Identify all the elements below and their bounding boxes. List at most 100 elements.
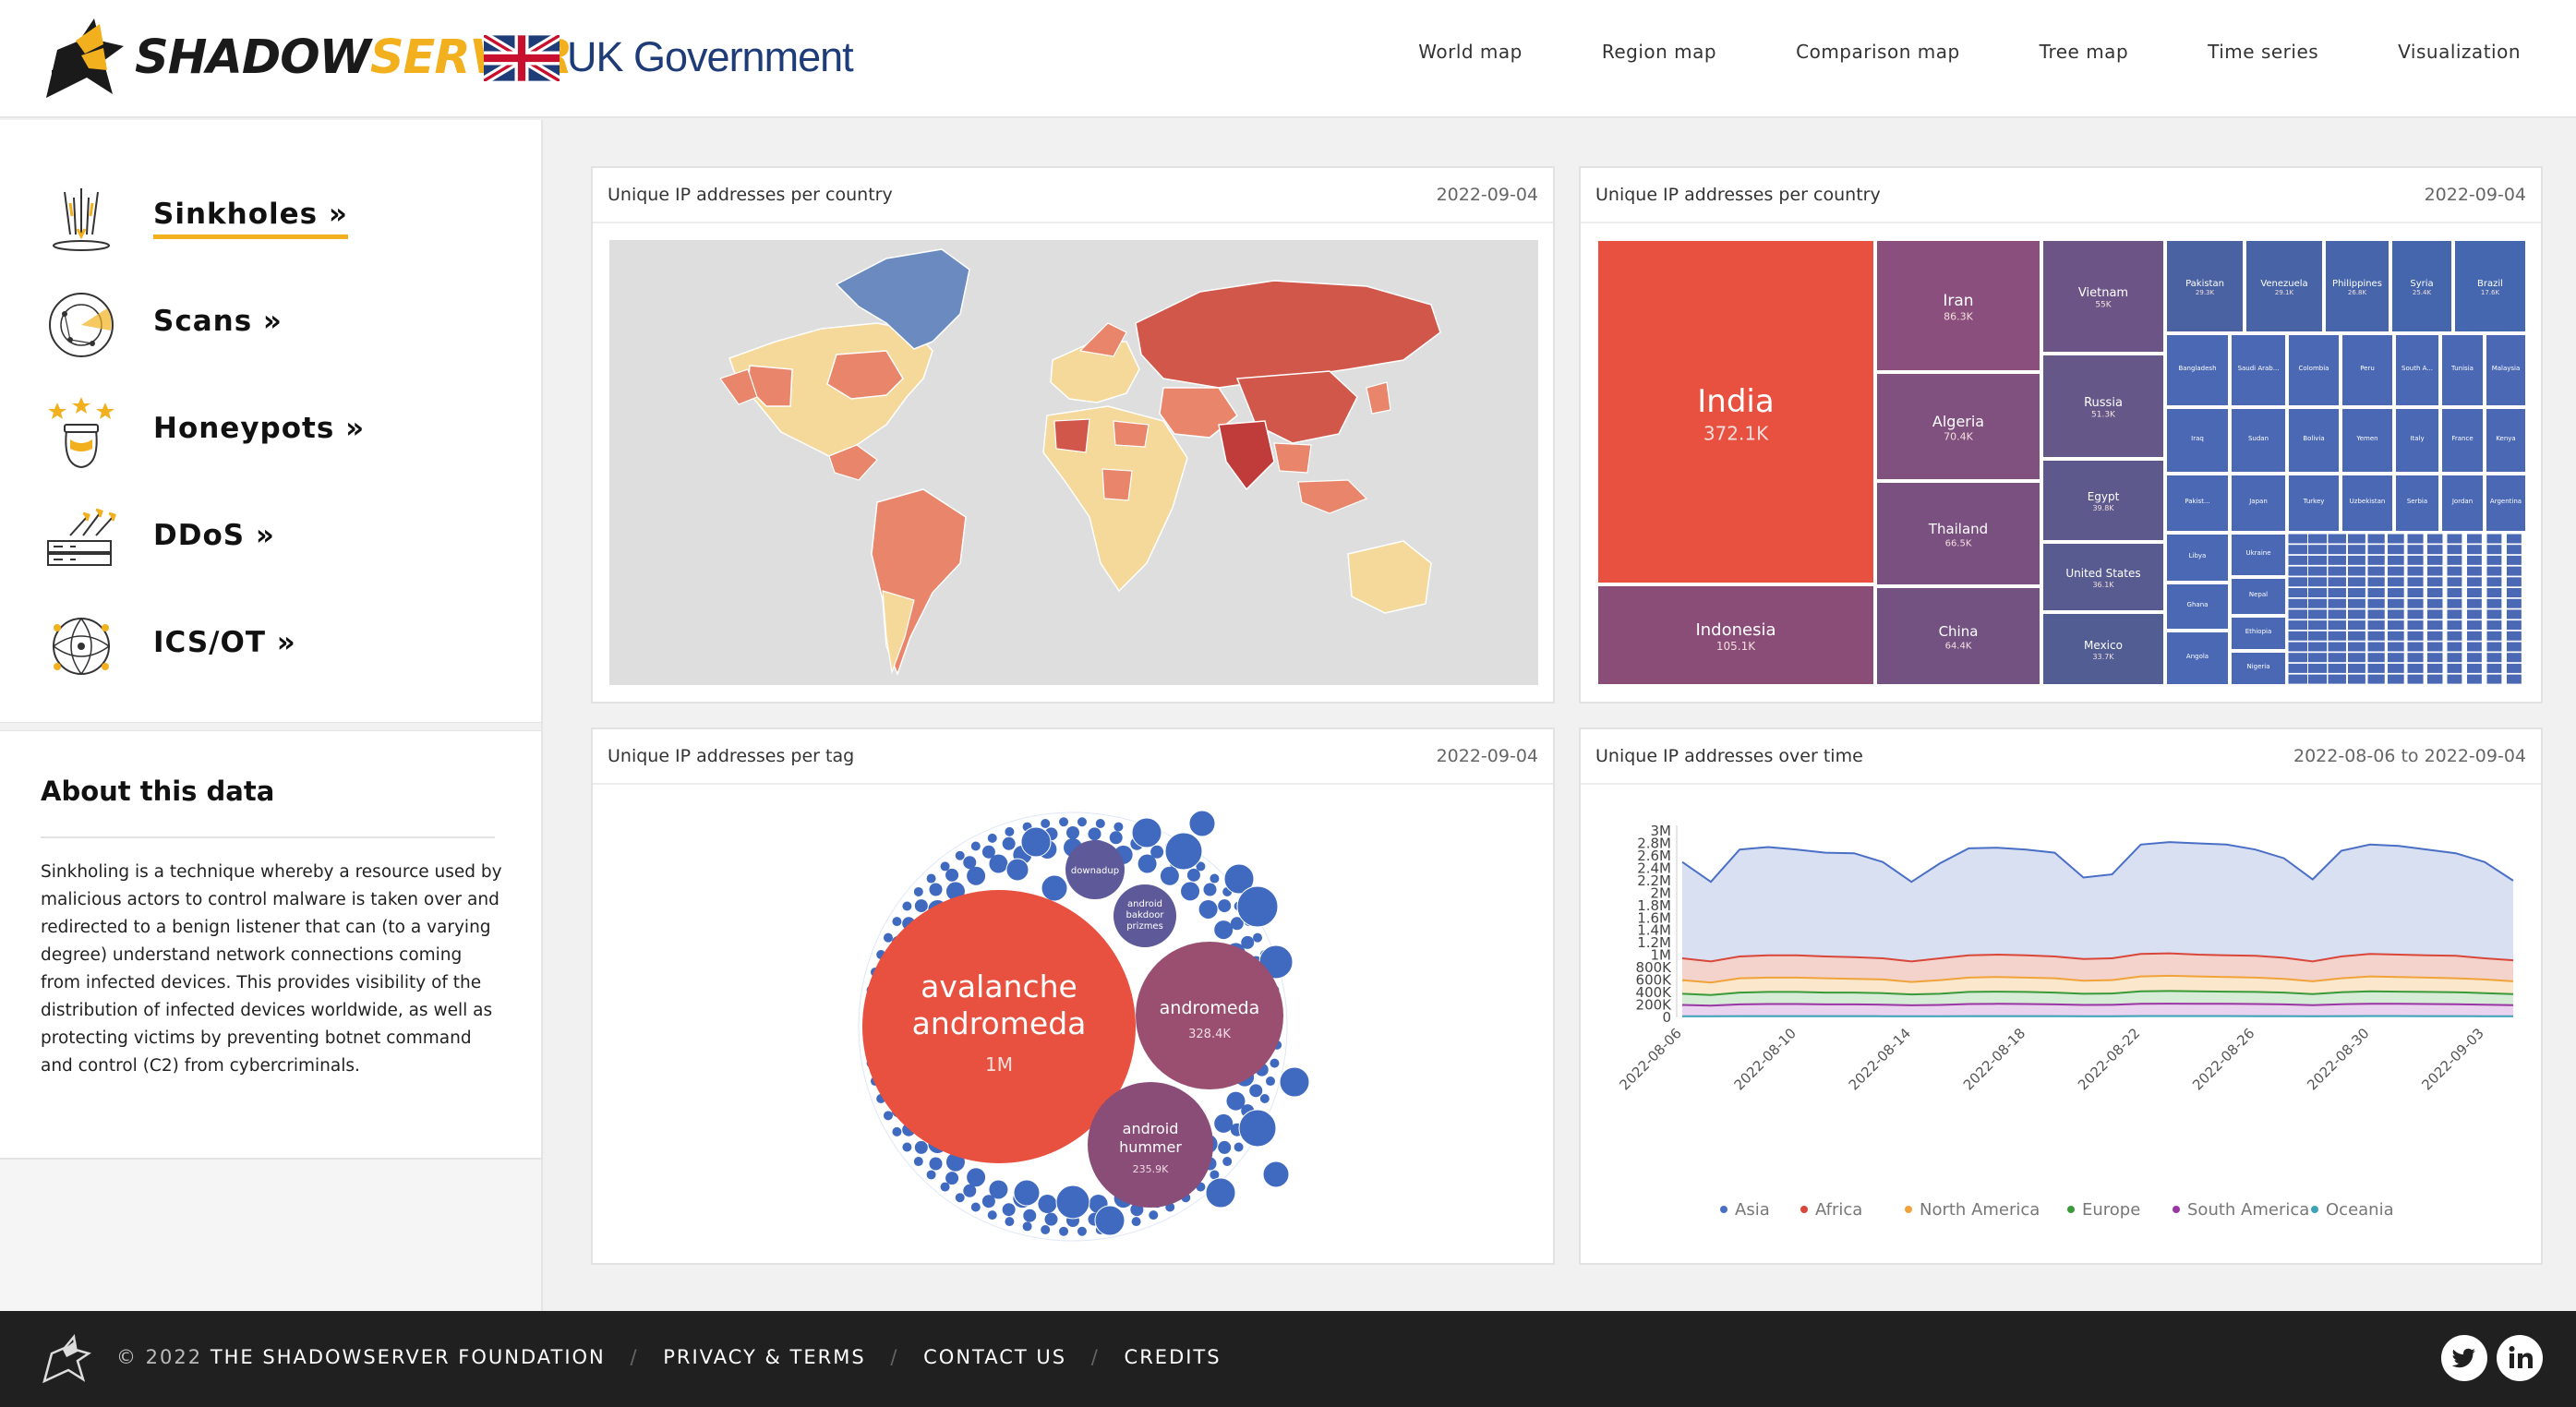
treemap-cell[interactable] <box>2287 641 2309 653</box>
treemap-cell[interactable] <box>2394 407 2440 474</box>
treemap-cell[interactable] <box>2486 565 2503 577</box>
bubble-android-hummer[interactable] <box>1088 1082 1213 1208</box>
treemap-cell[interactable] <box>1875 240 2041 372</box>
treemap-cell[interactable] <box>2486 544 2503 556</box>
bubble-small[interactable] <box>940 861 950 872</box>
treemap-cell[interactable] <box>2287 597 2309 609</box>
treemap-cell[interactable] <box>2230 651 2287 685</box>
treemap-cell[interactable] <box>2446 619 2463 631</box>
treemap-cell[interactable] <box>2327 619 2347 631</box>
treemap-cell[interactable] <box>2485 333 2526 407</box>
bubble-small[interactable] <box>945 1172 959 1185</box>
treemap-cell[interactable] <box>2426 608 2444 620</box>
treemap-cell[interactable] <box>2406 533 2425 545</box>
treemap-cell[interactable] <box>2287 333 2341 407</box>
treemap-cell[interactable] <box>2327 587 2347 598</box>
bubble-small[interactable] <box>1131 1217 1141 1227</box>
bubble-small[interactable] <box>1005 1217 1015 1227</box>
bubble-small[interactable] <box>963 1184 977 1197</box>
sidebar-item-ics-ot[interactable]: ICS/OT » <box>0 596 543 689</box>
treemap-cell[interactable] <box>2347 662 2366 674</box>
treemap-cell[interactable] <box>1875 372 2041 481</box>
legend-label[interactable]: South America <box>2187 1200 2309 1220</box>
treemap-cell[interactable] <box>2394 333 2440 407</box>
treemap-cell[interactable] <box>2287 619 2309 631</box>
bubble-small[interactable] <box>1041 874 1068 902</box>
bubble-small[interactable] <box>913 1157 923 1167</box>
treemap-cell[interactable] <box>2287 565 2309 577</box>
treemap-cell[interactable] <box>2466 673 2483 685</box>
nav-comparison-map[interactable]: Comparison map <box>1796 41 1960 63</box>
treemap-cell[interactable] <box>2426 619 2444 631</box>
treemap-cell[interactable] <box>2446 587 2463 598</box>
legend-label[interactable]: Europe <box>2082 1200 2140 1220</box>
series-line-europe[interactable] <box>1681 990 2514 996</box>
treemap-cell[interactable] <box>2466 544 2483 556</box>
treemap-cell[interactable] <box>2466 597 2483 609</box>
treemap-cell[interactable] <box>2230 474 2287 533</box>
treemap-cell[interactable] <box>2446 662 2463 674</box>
treemap-cell[interactable] <box>2426 587 2444 598</box>
nav-world-map[interactable]: World map <box>1418 41 1523 63</box>
treemap-cell[interactable] <box>2446 533 2463 545</box>
bubble-small[interactable] <box>1236 885 1279 928</box>
treemap-cell[interactable] <box>2506 673 2522 685</box>
treemap-cell[interactable] <box>2406 673 2425 685</box>
treemap-cell[interactable] <box>2366 544 2386 556</box>
bubble-small[interactable] <box>967 866 986 885</box>
treemap-cell[interactable] <box>2486 587 2503 598</box>
treemap-cell[interactable] <box>2486 554 2503 566</box>
treemap-cell[interactable] <box>2307 576 2329 588</box>
treemap-cell[interactable] <box>2426 544 2444 556</box>
treemap-cell[interactable] <box>2366 576 2386 588</box>
treemap-cell[interactable] <box>2486 673 2503 685</box>
treemap-cell[interactable] <box>2466 554 2483 566</box>
treemap-cell[interactable] <box>2406 619 2425 631</box>
treemap-cell[interactable] <box>2287 652 2309 664</box>
treemap-cell[interactable] <box>2387 630 2405 642</box>
bubble-small[interactable] <box>1265 1076 1275 1087</box>
treemap-cell[interactable] <box>2387 641 2405 653</box>
treemap-cell[interactable] <box>2307 565 2329 577</box>
treemap-cell[interactable] <box>2327 662 2347 674</box>
treemap-cell[interactable] <box>2307 533 2329 545</box>
treemap-cell[interactable] <box>2387 652 2405 664</box>
treemap-cell[interactable] <box>2426 576 2444 588</box>
treemap-cell[interactable] <box>2426 630 2444 642</box>
treemap-cell[interactable] <box>2327 576 2347 588</box>
treemap-cell[interactable] <box>2327 608 2347 620</box>
legend-label[interactable]: Asia <box>1735 1200 1770 1220</box>
treemap-cell[interactable] <box>2485 407 2526 474</box>
bubble-small[interactable] <box>1013 1179 1041 1207</box>
bubble-small[interactable] <box>1088 827 1101 841</box>
treemap-cell[interactable] <box>2347 619 2366 631</box>
bubble-small[interactable] <box>1164 832 1203 871</box>
treemap-cell[interactable] <box>2406 608 2425 620</box>
bubble-small[interactable] <box>1055 1185 1090 1220</box>
treemap-cell[interactable] <box>2327 641 2347 653</box>
treemap-cell[interactable] <box>2387 597 2405 609</box>
bubble-small[interactable] <box>987 1210 997 1221</box>
bubble-small[interactable] <box>902 1142 912 1152</box>
bubble-small[interactable] <box>1095 819 1105 829</box>
bubble-small[interactable] <box>987 833 997 843</box>
nav-time-series[interactable]: Time series <box>2208 41 2319 63</box>
bubble-small[interactable] <box>1249 1084 1263 1098</box>
legend-label[interactable]: Africa <box>1815 1200 1862 1220</box>
footer-link-contact[interactable]: CONTACT US <box>923 1346 1067 1368</box>
treemap-cell[interactable] <box>2324 240 2390 333</box>
bubble-small[interactable] <box>1198 899 1218 919</box>
treemap-cell[interactable] <box>2230 333 2287 407</box>
treemap-cell[interactable] <box>2366 619 2386 631</box>
treemap-cell[interactable] <box>1875 481 2041 586</box>
treemap-cell[interactable] <box>2506 554 2522 566</box>
nav-region-map[interactable]: Region map <box>1601 41 1717 63</box>
bubble-small[interactable] <box>1181 882 1200 901</box>
bubble-small[interactable] <box>1214 1113 1234 1133</box>
shadowserver-logo-icon[interactable] <box>39 13 131 105</box>
bubble-small[interactable] <box>892 917 902 927</box>
linkedin-button[interactable] <box>2497 1335 2543 1381</box>
treemap-cell[interactable] <box>2287 662 2309 674</box>
treemap-cell[interactable] <box>2446 630 2463 642</box>
series-line-south-america[interactable] <box>1681 1003 2514 1007</box>
